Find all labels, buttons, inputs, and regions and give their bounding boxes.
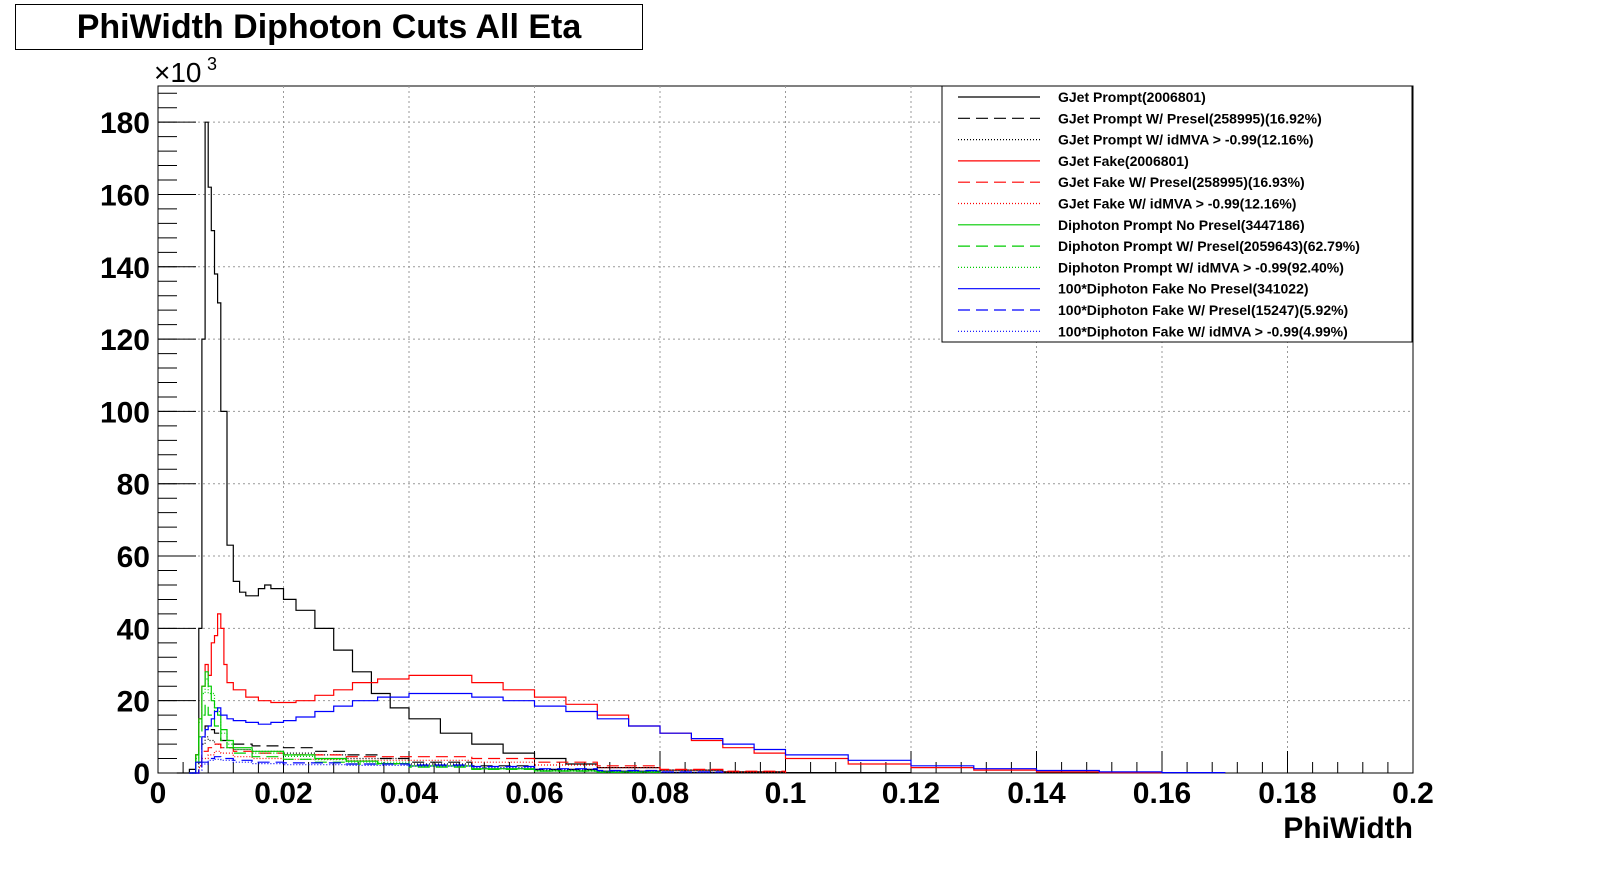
x-tick-label: 0.08 xyxy=(631,777,689,810)
x-tick-label: 0.04 xyxy=(380,777,439,810)
y-tick-label: 40 xyxy=(117,613,150,646)
x-tick-label: 0 xyxy=(150,777,167,810)
legend-label: 100*Diphoton Fake No Presel(341022) xyxy=(1058,281,1309,297)
x-tick-label: 0.02 xyxy=(254,777,312,810)
series-line-10 xyxy=(189,756,724,774)
legend-label: GJet Fake(2006801) xyxy=(1058,153,1189,169)
y-tick-label: 100 xyxy=(100,396,150,429)
x-tick-label: 0.16 xyxy=(1133,777,1191,810)
x-tick-label: 0.18 xyxy=(1258,777,1316,810)
y-tick-label: 120 xyxy=(100,324,150,357)
legend-label: GJet Prompt W/ Presel(258995)(16.92%) xyxy=(1058,110,1322,126)
legend-label: Diphoton Prompt W/ idMVA > -0.99(92.40%) xyxy=(1058,259,1344,275)
x-tick-label: 0.12 xyxy=(882,777,940,810)
chart-title-box: PhiWidth Diphoton Cuts All Eta xyxy=(15,4,643,50)
series-line-7 xyxy=(189,703,661,774)
y-tick-label: 140 xyxy=(100,252,150,285)
legend-label: Diphoton Prompt No Presel(3447186) xyxy=(1058,217,1305,233)
legend-label: GJet Fake W/ Presel(258995)(16.93%) xyxy=(1058,174,1305,190)
y-scale-exponent: 3 xyxy=(207,54,217,74)
series-line-0 xyxy=(176,121,912,774)
legend-label: 100*Diphoton Fake W/ Presel(15247)(5.92%… xyxy=(1058,302,1348,318)
legend-label: Diphoton Prompt W/ Presel(2059643)(62.79… xyxy=(1058,238,1360,254)
y-tick-label: 80 xyxy=(117,469,150,502)
legend-label: GJet Prompt W/ idMVA > -0.99(12.16%) xyxy=(1058,132,1314,148)
y-tick-label: 160 xyxy=(100,179,150,212)
y-tick-label: 60 xyxy=(117,541,150,574)
y-tick-label: 0 xyxy=(133,758,150,791)
series-line-11 xyxy=(189,758,724,774)
x-axis-label: PhiWidth xyxy=(1283,812,1413,845)
series-line-9 xyxy=(189,692,1226,774)
legend-label: GJet Prompt(2006801) xyxy=(1058,89,1206,105)
y-tick-label: 180 xyxy=(100,107,150,140)
x-tick-label: 0.2 xyxy=(1392,777,1434,810)
y-tick-label: 20 xyxy=(117,686,150,719)
legend-label: 100*Diphoton Fake W/ idMVA > -0.99(4.99%… xyxy=(1058,323,1348,339)
y-scale-label: ×10 xyxy=(154,57,202,88)
x-tick-label: 0.1 xyxy=(765,777,807,810)
x-tick-label: 0.06 xyxy=(505,777,563,810)
x-tick-label: 0.14 xyxy=(1007,777,1066,810)
legend-label: GJet Fake W/ idMVA > -0.99(12.16%) xyxy=(1058,196,1296,212)
legend-box xyxy=(941,85,1413,343)
chart-title: PhiWidth Diphoton Cuts All Eta xyxy=(76,7,582,46)
